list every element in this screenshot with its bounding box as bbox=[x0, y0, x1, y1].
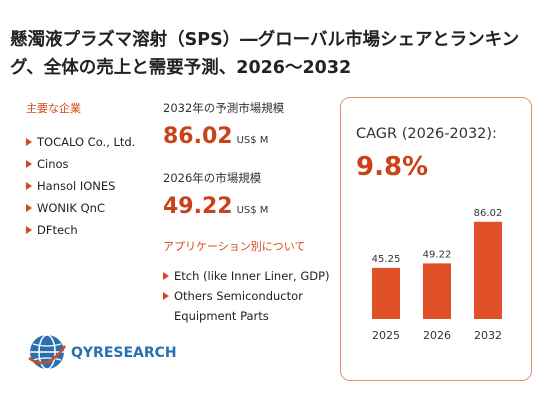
x-tick-label-2026: 2026 bbox=[423, 329, 451, 342]
list-item: Others Semiconductor Equipment Parts bbox=[163, 286, 338, 326]
forecast-2026-value: 49.22 bbox=[163, 194, 233, 219]
company-name: DFtech bbox=[37, 223, 78, 237]
forecast-2032-value: 86.02 bbox=[163, 124, 233, 149]
list-item: Cinos bbox=[26, 153, 135, 175]
company-name: WONIK QnC bbox=[37, 201, 105, 215]
market-bar-chart: 45.25 2025 49.22 2026 86.02 2032 bbox=[372, 208, 503, 342]
triangle-bullet-icon bbox=[26, 182, 32, 190]
companies-heading: 主要な企業 bbox=[26, 102, 81, 115]
forecast-2032-value-row: 86.02 US$ M bbox=[163, 124, 268, 149]
list-item: Hansol IONES bbox=[26, 175, 135, 197]
forecast-2026-label: 2026年の市場規模 bbox=[163, 171, 262, 185]
x-tick-label-2025: 2025 bbox=[372, 329, 400, 342]
cagr-value: 9.8% bbox=[356, 152, 429, 182]
application-list: Etch (like Inner Liner, GDP) Others Semi… bbox=[163, 266, 338, 326]
globe-icon bbox=[28, 334, 67, 370]
list-item: DFtech bbox=[26, 219, 135, 241]
applications-heading: アプリケーション別について bbox=[163, 240, 306, 253]
company-name: Hansol IONES bbox=[37, 179, 116, 193]
forecast-2032-label: 2032年の予測市場規模 bbox=[163, 101, 285, 115]
forecast-2026-value-row: 49.22 US$ M bbox=[163, 194, 268, 219]
data-label-2025: 45.25 bbox=[372, 254, 401, 265]
triangle-bullet-icon bbox=[163, 272, 169, 280]
logo-wordmark: QYRESEARCH bbox=[71, 345, 177, 361]
x-tick-label-2032: 2032 bbox=[474, 329, 502, 342]
bar-2025 bbox=[372, 267, 400, 319]
application-name: Etch (like Inner Liner, GDP) bbox=[174, 269, 330, 283]
forecast-unit: US$ M bbox=[236, 135, 269, 146]
bar-2026 bbox=[423, 263, 451, 319]
list-item: WONIK QnC bbox=[26, 197, 135, 219]
forecast-unit: US$ M bbox=[236, 205, 269, 216]
triangle-bullet-icon bbox=[26, 204, 32, 212]
cagr-label: CAGR (2026-2032): bbox=[356, 126, 497, 142]
data-label-2032: 86.02 bbox=[474, 208, 503, 219]
triangle-bullet-icon bbox=[26, 138, 32, 146]
list-item: Etch (like Inner Liner, GDP) bbox=[163, 266, 338, 286]
triangle-bullet-icon bbox=[26, 160, 32, 168]
triangle-bullet-icon bbox=[26, 226, 32, 234]
list-item: TOCALO Co., Ltd. bbox=[26, 131, 135, 153]
bar-2032 bbox=[474, 221, 502, 319]
data-label-2026: 49.22 bbox=[423, 249, 452, 260]
page-title: 懸濁液プラズマ溶射（SPS）―グローバル市場シェアとランキング、全体の売上と需要… bbox=[10, 30, 520, 78]
company-list: TOCALO Co., Ltd. Cinos Hansol IONES WONI… bbox=[26, 131, 135, 241]
qyresearch-logo: QYRESEARCH bbox=[27, 332, 177, 376]
company-name: TOCALO Co., Ltd. bbox=[37, 135, 136, 149]
triangle-bullet-icon bbox=[163, 292, 169, 300]
application-name: Others Semiconductor Equipment Parts bbox=[174, 289, 303, 323]
company-name: Cinos bbox=[37, 157, 69, 171]
